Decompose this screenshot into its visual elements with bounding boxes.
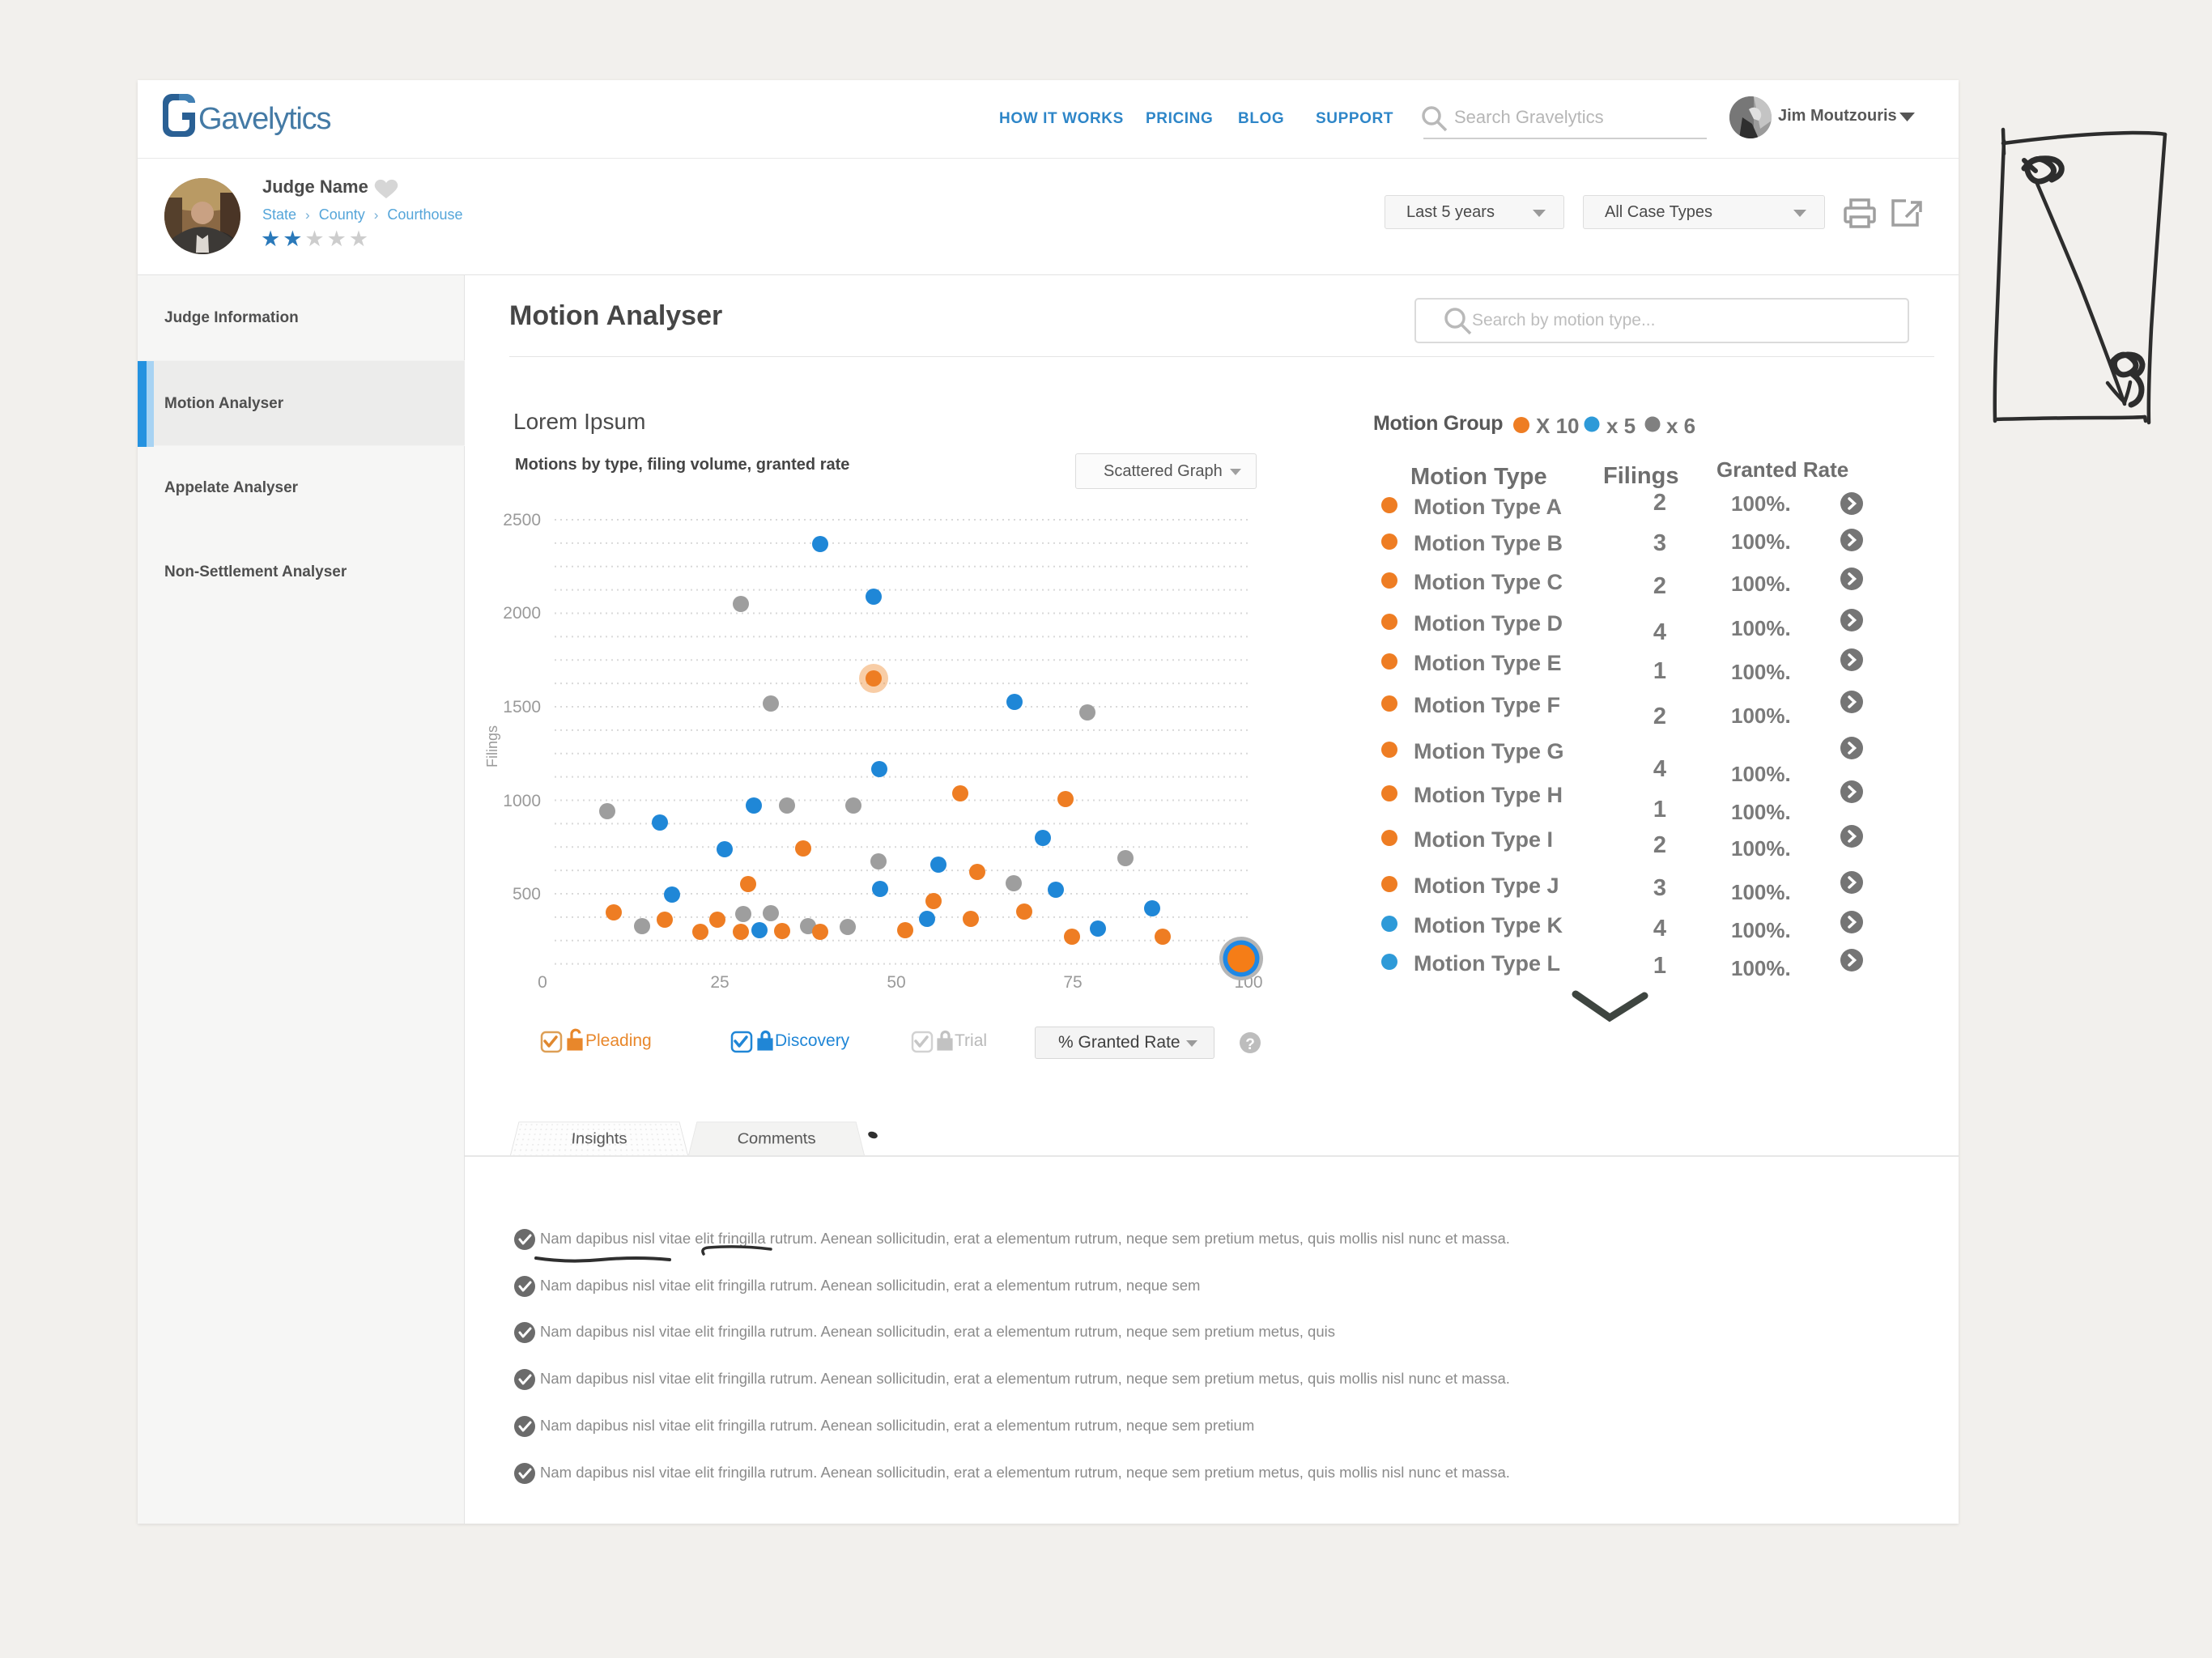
svg-text:2000: 2000 xyxy=(503,604,541,623)
svg-text:25: 25 xyxy=(710,973,729,992)
svg-text:75: 75 xyxy=(1063,973,1082,992)
svg-text:0: 0 xyxy=(538,973,547,992)
svg-text:50: 50 xyxy=(887,973,905,992)
svg-text:2500: 2500 xyxy=(503,511,541,529)
svg-text:1500: 1500 xyxy=(503,698,541,716)
svg-text:500: 500 xyxy=(513,885,541,903)
svg-text:1000: 1000 xyxy=(503,792,541,810)
svg-text:Filings: Filings xyxy=(484,725,500,767)
svg-text:?: ? xyxy=(1245,1036,1255,1053)
